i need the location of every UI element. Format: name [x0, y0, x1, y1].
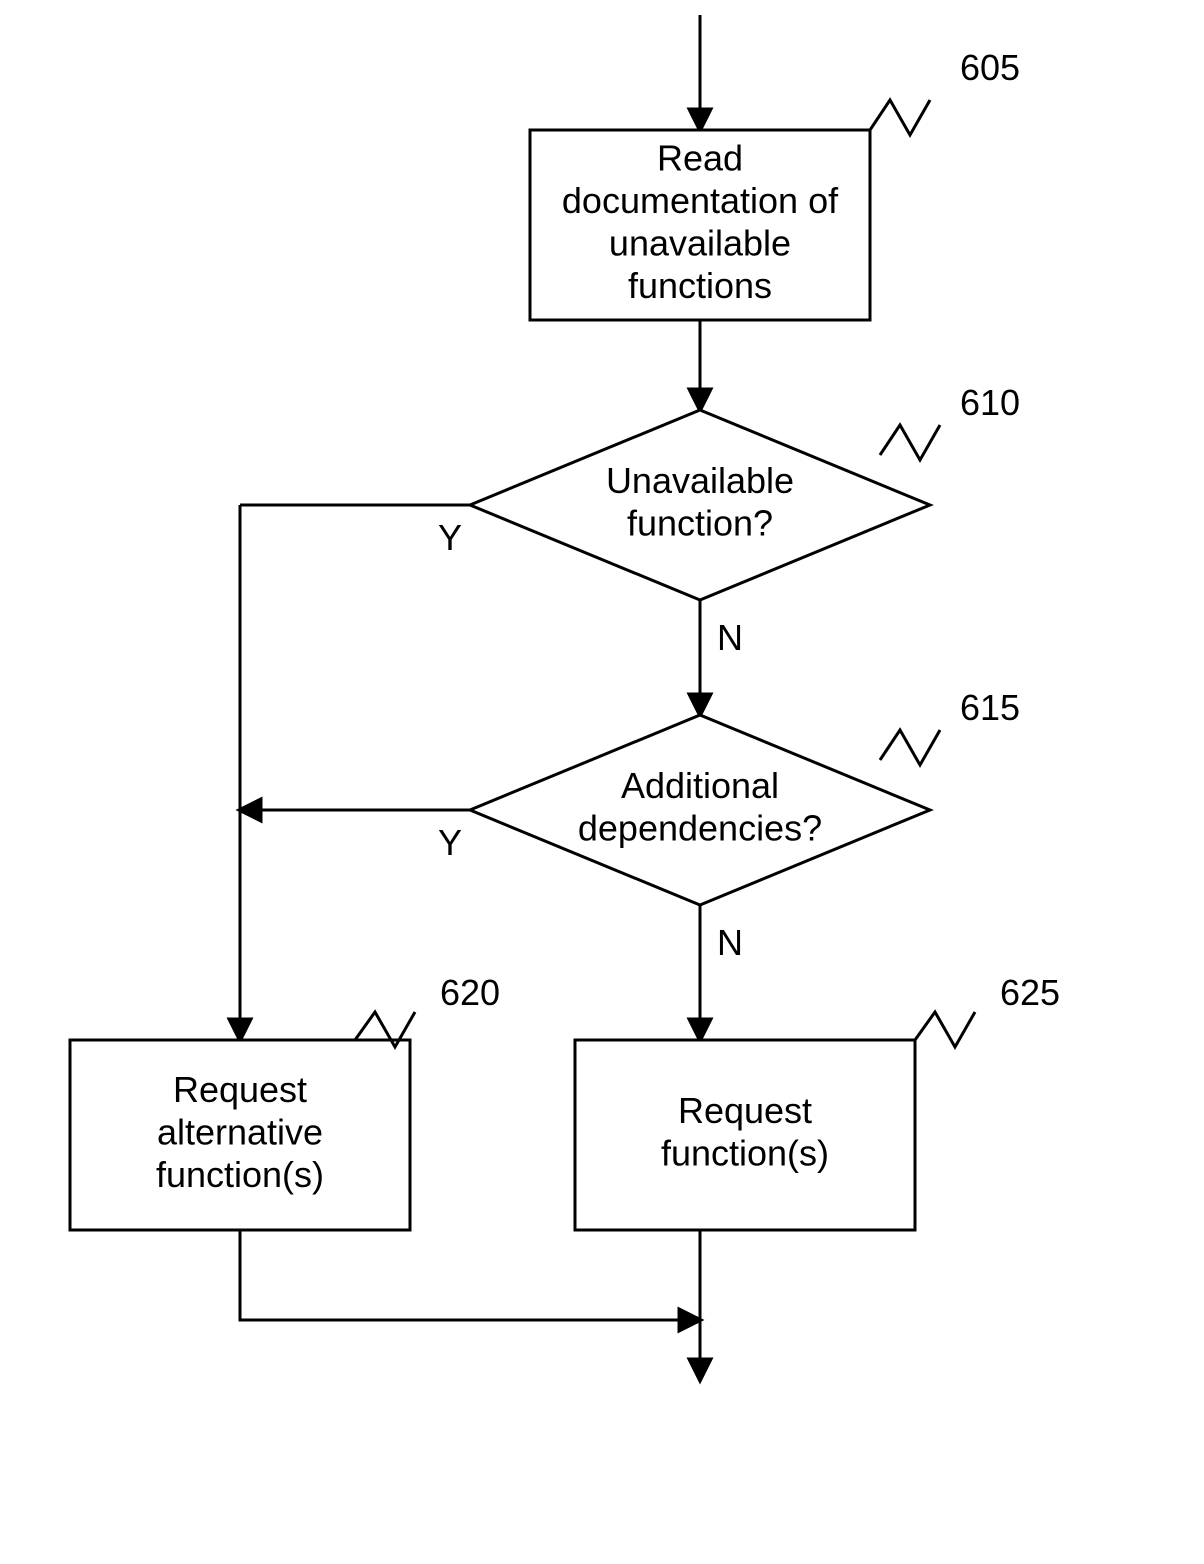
node-n625: Requestfunction(s): [575, 1040, 915, 1230]
ref-zig-n605: [870, 100, 930, 135]
edge-label-e3N: N: [717, 922, 743, 963]
node-n605-line-3: functions: [628, 265, 772, 306]
ref-label-n615: 615: [960, 687, 1020, 728]
ref-label-n610: 610: [960, 382, 1020, 423]
node-n620-line-2: function(s): [156, 1154, 324, 1195]
ref-label-n620: 620: [440, 972, 500, 1013]
ref-zig-n615: [880, 730, 940, 765]
ref-label-n605: 605: [960, 47, 1020, 88]
edge-label-e2N: N: [717, 617, 743, 658]
node-n610-line-1: function?: [627, 503, 773, 544]
edge-label-e3Y: Y: [438, 822, 462, 863]
node-n615-line-1: dependencies?: [578, 808, 822, 849]
node-n605-line-2: unavailable: [609, 223, 791, 264]
ref-zig-n610: [880, 425, 940, 460]
node-n615: Additionaldependencies?: [470, 715, 930, 905]
edge-label-e2Y: Y: [438, 517, 462, 558]
ref-label-n625: 625: [1000, 972, 1060, 1013]
node-n625-line-1: function(s): [661, 1133, 829, 1174]
node-n610-line-0: Unavailable: [606, 460, 794, 501]
ref-zig-n625: [915, 1012, 975, 1047]
node-n625-line-0: Request: [678, 1090, 812, 1131]
flowchart-canvas: YNYN Readdocumentation ofunavailablefunc…: [0, 0, 1204, 1559]
edge-e4: [240, 1230, 700, 1320]
node-n620-line-1: alternative: [157, 1111, 323, 1152]
node-n620-line-0: Request: [173, 1069, 307, 1110]
node-n615-line-0: Additional: [621, 765, 779, 806]
node-n610: Unavailablefunction?: [470, 410, 930, 600]
node-n605-line-0: Read: [657, 138, 743, 179]
node-n605-line-1: documentation of: [562, 180, 839, 221]
node-n605: Readdocumentation ofunavailablefunctions: [530, 130, 870, 320]
node-n620: Requestalternativefunction(s): [70, 1040, 410, 1230]
